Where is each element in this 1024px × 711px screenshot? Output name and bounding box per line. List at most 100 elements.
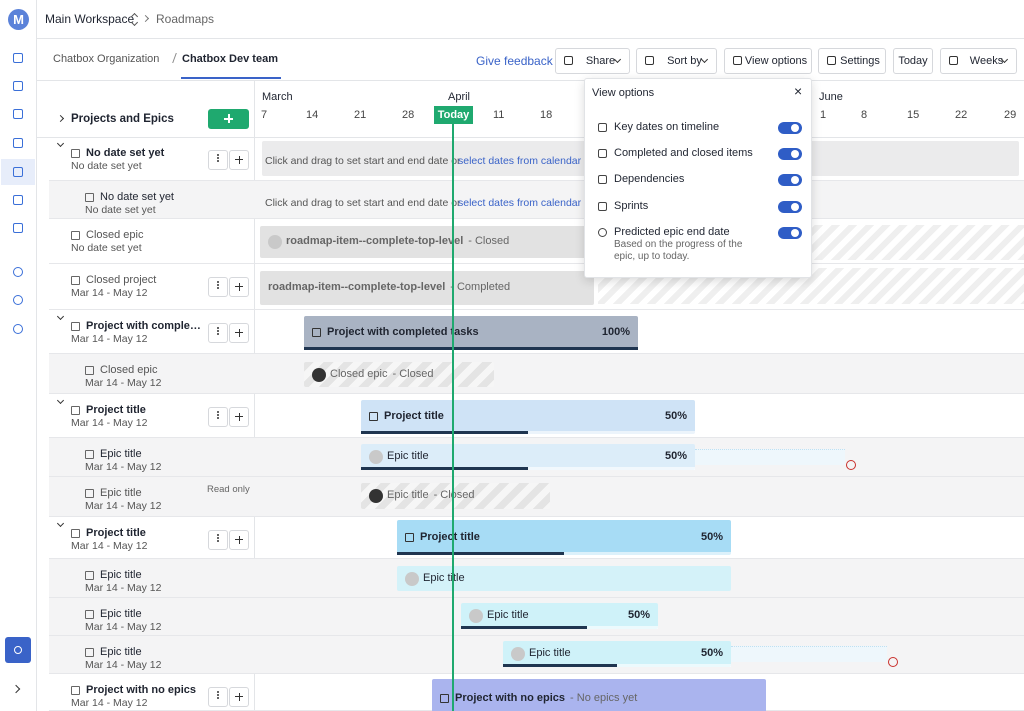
day-label: 14 [306,109,319,121]
bar-icon [369,412,378,421]
chevron[interactable] [56,139,65,148]
nav-icon[interactable] [13,81,23,91]
placeholder-link[interactable]: select dates from calendar [458,155,582,167]
dot [217,411,219,413]
bar-suffix: - Closed [433,489,475,501]
chevron[interactable] [56,396,65,405]
plus [238,283,240,291]
chevron[interactable] [56,114,65,123]
toggle[interactable] [778,201,802,213]
row-title[interactable]: Closed epic [86,229,144,241]
dot [217,417,219,419]
bar[interactable]: Epic title 50% [461,603,658,629]
feedback-link[interactable]: Give feedback [476,54,553,68]
row-title[interactable]: No date set yet [86,147,165,159]
toggle[interactable] [778,148,802,160]
toolbar-button[interactable]: Settings [818,48,886,74]
bar-suffix: - No epics yet [570,692,638,704]
row-border [49,309,1024,310]
button-icon [645,56,654,65]
row-bg [49,181,1024,219]
dot [217,691,219,693]
row-title[interactable]: Closed project [86,274,157,286]
day-label: 7 [261,109,268,121]
progress-track [587,626,658,629]
bar[interactable]: Project with no epics - No epics yet [432,679,766,711]
nav-icon[interactable] [13,167,23,177]
row-title[interactable]: Epic title [100,569,142,581]
row-title[interactable]: Epic title [100,646,142,658]
bar-label: Epic title [529,647,571,659]
close-button[interactable]: × [794,83,803,99]
day-label: 29 [1004,109,1017,121]
progress [361,431,528,434]
breadcrumb-page[interactable]: Roadmaps [156,12,215,26]
toolbar-button[interactable]: Today [893,48,933,74]
bar[interactable]: Epic title 50% [361,444,695,470]
toolbar-button[interactable]: Weeks [940,48,1017,74]
tab-active[interactable]: Chatbox Dev team [182,53,278,65]
breadcrumb-workspace[interactable]: Main Workspace [45,12,135,26]
day-label: 1 [820,109,827,121]
item-icon [85,571,94,580]
row-title[interactable]: Epic title [100,487,142,499]
option-label: Sprints [614,200,649,212]
divider [254,80,255,711]
tab[interactable]: Chatbox Organization [53,53,160,65]
bar-percent: 50% [700,530,723,543]
toolbar-button[interactable]: Share [555,48,630,74]
bar[interactable]: Project title 50% [397,520,731,555]
row-dates: Mar 14 - May 12 [71,287,148,299]
bar[interactable]: Epic title 50% [503,641,731,667]
dot [217,160,219,162]
row-dates: Mar 14 - May 12 [85,659,162,671]
row-dates: No date set yet [71,242,142,254]
row-title[interactable]: No date set yet [100,191,174,203]
option-label: Key dates on timeline [614,121,720,133]
toggle[interactable] [778,227,802,239]
row-title[interactable]: Epic title [100,448,142,460]
day-label: 22 [955,109,968,121]
bar[interactable]: Project title 50% [361,400,695,434]
row-border [49,635,1024,636]
bar[interactable]: roadmap-item--complete-top-level - Comple… [260,271,594,305]
toggle[interactable] [778,122,802,134]
chevron[interactable] [56,312,65,321]
row-title[interactable]: Project title [86,404,146,416]
row-title[interactable]: Project with comple… [86,320,201,332]
row-dates: Mar 14 - May 12 [85,621,162,633]
toolbar-button[interactable]: Sort by [636,48,717,74]
nav-icon[interactable] [13,324,23,334]
bar[interactable]: Project with completed tasks 100% [304,316,638,350]
nav-icon[interactable] [13,267,23,277]
nav-icon[interactable] [13,53,23,63]
row-title[interactable]: Project with no epics [86,684,197,696]
bar[interactable]: Epic title [397,566,731,591]
item-icon [71,149,80,158]
toggle[interactable] [778,174,802,186]
nav-icon[interactable] [13,109,23,119]
bar[interactable]: Closed epic - Closed [304,362,494,387]
toolbar-button[interactable]: View options [724,48,812,74]
nav-icon[interactable] [13,223,23,233]
row-border [49,218,1024,219]
row-dates: Mar 14 - May 12 [85,461,162,473]
button-label: Weeks [969,55,1004,67]
placeholder-link[interactable]: select dates from calendar [458,197,582,209]
row-dates: No date set yet [71,160,142,172]
option-icon [598,149,607,158]
row-title[interactable]: Project title [86,527,146,539]
option-description: Based on the progress of the epic, up to… [614,239,743,262]
day-label: 15 [907,109,920,121]
nav-icon[interactable] [13,195,23,205]
bar[interactable]: Epic title - Closed [361,483,550,509]
chevron[interactable] [56,519,65,528]
nav [0,0,37,711]
row-border [49,180,1024,181]
toggle-knob [791,150,799,158]
row-title[interactable]: Closed epic [100,364,158,376]
nav-icon[interactable] [13,138,23,148]
row-title[interactable]: Epic title [100,608,142,620]
nav-icon[interactable] [13,295,23,305]
bar[interactable]: roadmap-item--complete-top-level - Closed [260,226,594,258]
